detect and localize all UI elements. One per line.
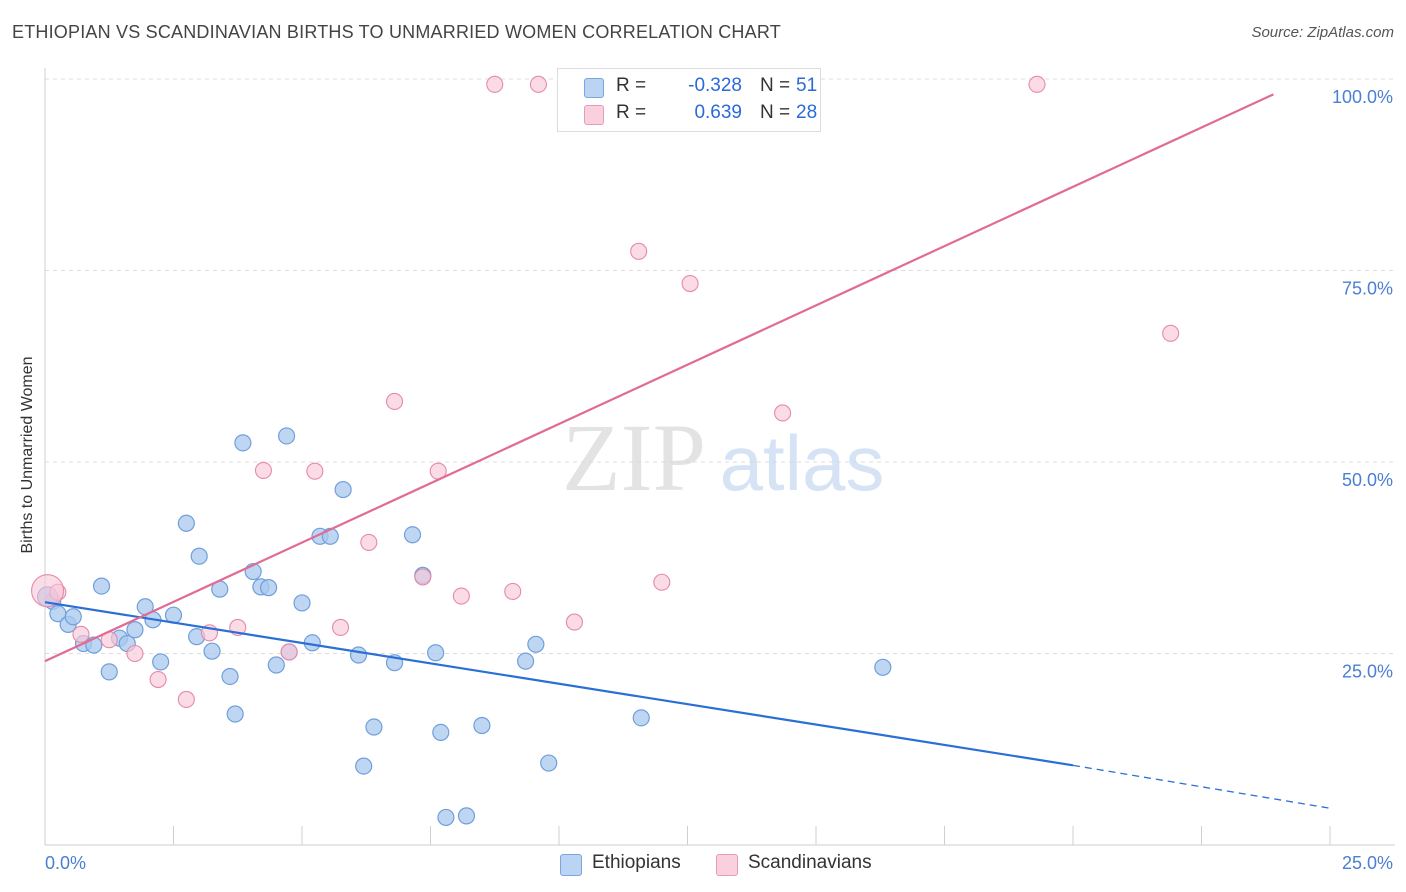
- ethiopians-point: [365, 718, 383, 736]
- scandinavians-point: [565, 613, 583, 631]
- y-tick-label-1: 50.0%: [1342, 470, 1393, 490]
- y-tick-labels: 25.0% 50.0% 75.0% 100.0%: [1332, 87, 1393, 682]
- ethiopians-point: [432, 723, 450, 741]
- scandinavians-point: [1028, 75, 1046, 93]
- ethiopians-point: [403, 526, 422, 544]
- ethiopians-point: [334, 480, 352, 499]
- x-tick-labels: 0.0% 25.0%: [45, 853, 1393, 873]
- ethiopians-point: [259, 579, 278, 597]
- bottom-legend-label-scandinavians: Scandinavians: [748, 852, 872, 873]
- ethiopians-point: [355, 757, 373, 775]
- ethiopians-point: [203, 642, 221, 660]
- ethiopians-point: [126, 621, 144, 639]
- ethiopians-trend-extension: [1072, 764, 1331, 809]
- scandinavians-point: [280, 643, 298, 661]
- bottom-legend-label-ethiopians: Ethiopians: [592, 852, 681, 873]
- scandinavians-point: [504, 582, 522, 601]
- legend-r-label: R =: [616, 102, 647, 123]
- y-tick-label-0: 25.0%: [1342, 662, 1393, 682]
- ethiopians-point: [427, 644, 445, 662]
- ethiopians-point: [152, 653, 170, 671]
- scandinavians-point: [254, 461, 273, 479]
- y-tick-label-3: 100.0%: [1332, 87, 1393, 107]
- legend: R = -0.328 N = 51 R = 0.639 N = 28: [557, 68, 821, 132]
- bottom-legend-swatch-ethiopians: [560, 854, 582, 876]
- ethiopians-point: [92, 577, 111, 595]
- ethiopians-point: [234, 434, 252, 452]
- legend-n-label: N =: [760, 102, 791, 123]
- legend-swatch-ethiopians: [584, 78, 604, 98]
- ethiopians-point: [874, 658, 892, 676]
- legend-swatch-scandinavians: [584, 105, 604, 125]
- scandinavians-point: [529, 75, 547, 93]
- ethiopians-point: [190, 547, 208, 565]
- watermark-zip: ZIP: [562, 404, 706, 511]
- ethiopians-trend-line: [44, 601, 1074, 767]
- legend-n-value: 28: [796, 102, 818, 123]
- scandinavians-point: [306, 462, 324, 480]
- ethiopians-point: [437, 808, 455, 827]
- scandinavians-point: [630, 242, 648, 260]
- legend-n-label: N =: [760, 75, 791, 96]
- scandinavians-point: [177, 690, 195, 709]
- scandinavians-point: [360, 533, 378, 551]
- scandinavians-point: [331, 618, 350, 637]
- ethiopians-point: [516, 652, 535, 670]
- ethiopians-point: [100, 663, 118, 681]
- scandinavians-trend-line: [44, 93, 1274, 663]
- ethiopians-point: [457, 807, 476, 825]
- scandinavians-point: [486, 75, 504, 93]
- ethiopians-point: [293, 594, 311, 612]
- ethiopians-point: [349, 646, 368, 664]
- legend-r-value: 0.639: [694, 102, 742, 123]
- scandinavians-point: [149, 670, 167, 689]
- ethiopians-point: [221, 667, 239, 686]
- ethiopians-point: [267, 656, 285, 674]
- ethiopians-point: [64, 608, 82, 626]
- x-tick-label-0: 0.0%: [45, 853, 86, 873]
- legend-r-value: -0.328: [688, 75, 742, 96]
- x-tick-label-1: 25.0%: [1342, 853, 1393, 873]
- scandinavians-point: [452, 587, 470, 605]
- scandinavians-point: [774, 404, 792, 422]
- ethiopians-point: [527, 635, 545, 653]
- ethiopians-point: [226, 705, 244, 723]
- trend-lines: [44, 93, 1331, 809]
- scandinavians-point: [72, 625, 90, 643]
- source-label: Source: ZipAtlas.com: [1251, 24, 1394, 41]
- ethiopians-point: [473, 716, 491, 735]
- scandinavians-point: [1162, 324, 1180, 342]
- ethiopians-point: [277, 427, 296, 445]
- scandinavians-point: [653, 573, 671, 591]
- ethiopians-point: [540, 754, 558, 772]
- axes: [44, 68, 1395, 846]
- legend-n-value: 51: [796, 75, 818, 96]
- watermark: ZIP atlas: [562, 404, 884, 511]
- scandinavians-point: [681, 274, 699, 293]
- legend-r-label: R =: [616, 75, 647, 96]
- ethiopians-point: [632, 709, 650, 727]
- scandinavians-point: [126, 644, 144, 663]
- scandinavians-point: [385, 392, 404, 411]
- watermark-atlas: atlas: [720, 419, 885, 507]
- scandinavians-point: [31, 574, 65, 608]
- bottom-legend-swatch-scandinavians: [716, 854, 738, 876]
- chart-title: ETHIOPIAN VS SCANDINAVIAN BIRTHS TO UNMA…: [12, 22, 781, 42]
- scandinavians-point: [414, 568, 432, 586]
- ethiopians-point: [177, 514, 195, 532]
- y-tick-label-2: 75.0%: [1342, 279, 1393, 299]
- scandinavians-points: [31, 75, 1180, 709]
